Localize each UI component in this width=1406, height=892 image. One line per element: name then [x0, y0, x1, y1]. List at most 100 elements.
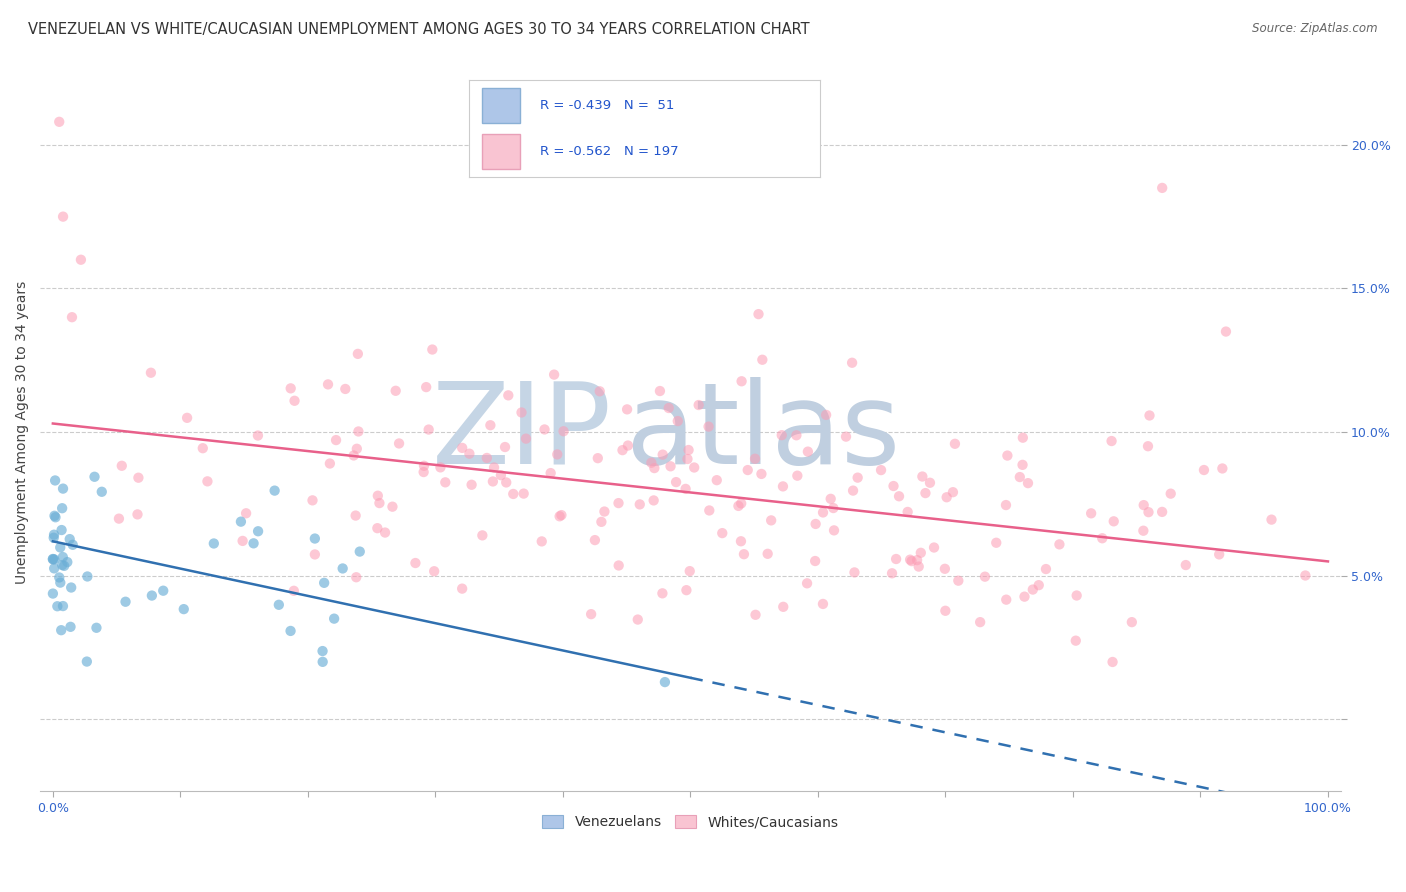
Point [811, 597, 834, 611]
Point [583, 533, 606, 547]
Point [314, 575, 336, 590]
Point [344, 570, 367, 584]
Point [811, 506, 834, 520]
Point [651, 448, 673, 462]
Point [46, 599, 69, 614]
Point [974, 569, 997, 583]
Point [344, 508, 367, 523]
Point [42, 586, 65, 600]
Point [418, 423, 440, 437]
Point [86, 621, 108, 635]
Point [796, 576, 818, 591]
Point [751, 352, 773, 367]
Point [666, 414, 689, 428]
Point [616, 402, 638, 417]
Point [887, 489, 910, 503]
Point [420, 343, 443, 357]
Point [52, 210, 75, 224]
Point [969, 615, 991, 629]
Point [627, 613, 650, 627]
Point [914, 486, 936, 500]
Point [1174, 558, 1197, 572]
Point [374, 525, 396, 540]
Point [1152, 181, 1174, 195]
Point [510, 405, 533, 419]
Point [1139, 409, 1161, 423]
Point [730, 534, 752, 549]
Point [995, 449, 1018, 463]
Point [1047, 537, 1070, 551]
Point [986, 535, 1008, 549]
Point [70, 252, 93, 267]
Point [1136, 439, 1159, 453]
Point [648, 384, 671, 398]
Point [502, 487, 524, 501]
Point [711, 526, 734, 541]
Point [1011, 431, 1033, 445]
Point [651, 586, 673, 600]
Point [49, 575, 72, 590]
Point [815, 408, 838, 422]
Point [820, 491, 842, 506]
Point [553, 424, 575, 438]
Point [935, 490, 957, 504]
Point [730, 496, 752, 510]
Point [323, 612, 346, 626]
Point [900, 554, 922, 568]
Point [1035, 562, 1057, 576]
Point [730, 374, 752, 388]
Point [173, 602, 195, 616]
Point [415, 380, 437, 394]
Point [482, 460, 505, 475]
Point [679, 564, 702, 578]
Point [910, 546, 932, 560]
Point [49, 541, 72, 555]
Point [60, 581, 83, 595]
Point [846, 470, 869, 484]
Point [127, 508, 149, 522]
Point [232, 533, 254, 548]
Point [688, 398, 710, 412]
Point [368, 496, 391, 510]
Point [844, 566, 866, 580]
Point [1064, 633, 1087, 648]
Point [911, 469, 934, 483]
Point [591, 515, 613, 529]
Point [197, 475, 219, 489]
Point [772, 479, 794, 493]
Legend: Venezuelans, Whites/Caucasians: Venezuelans, Whites/Caucasians [537, 809, 844, 835]
Point [267, 598, 290, 612]
Point [51, 623, 73, 637]
Point [785, 428, 807, 442]
Text: ZIP: ZIP [432, 376, 613, 488]
Point [665, 475, 688, 489]
Point [460, 477, 482, 491]
Point [141, 589, 163, 603]
Point [659, 459, 682, 474]
Point [658, 401, 681, 415]
Point [283, 393, 305, 408]
Point [458, 447, 481, 461]
Point [948, 574, 970, 588]
Point [737, 463, 759, 477]
Point [1294, 568, 1316, 582]
Point [52, 482, 75, 496]
Point [479, 418, 502, 433]
Point [494, 440, 516, 454]
Point [242, 536, 264, 550]
Point [152, 583, 174, 598]
Point [343, 449, 366, 463]
Point [880, 566, 903, 581]
Point [42, 552, 65, 566]
Point [593, 504, 616, 518]
Point [870, 463, 893, 477]
Point [697, 503, 720, 517]
Point [283, 583, 305, 598]
Point [897, 505, 920, 519]
Point [841, 356, 863, 370]
Point [202, 536, 225, 550]
Point [744, 451, 766, 466]
Point [823, 524, 845, 538]
Point [744, 607, 766, 622]
Point [804, 516, 827, 531]
